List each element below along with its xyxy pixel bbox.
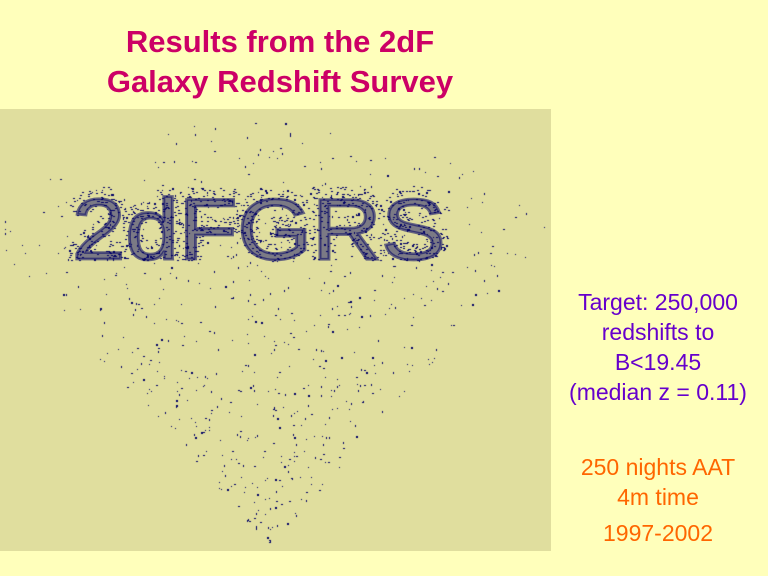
time-line-2: 4m time: [617, 484, 699, 510]
time-line-1: 250 nights AAT: [580, 454, 736, 480]
title-line-1: Results from the 2dF: [125, 24, 435, 59]
galaxy-survey-wedge-image: [0, 109, 551, 551]
years-text: 1997-2002: [603, 520, 713, 546]
target-line-2: redshifts to: [601, 319, 715, 345]
target-text: Target: 250,000 redshifts to B<19.45 (me…: [548, 287, 768, 407]
slide-title: Results from the 2dF Galaxy Redshift Sur…: [0, 22, 560, 102]
target-line-3: B<19.45: [614, 349, 702, 375]
time-text: 250 nights AAT 4m time 1997-2002: [548, 452, 768, 548]
target-line-1: Target: 250,000: [578, 289, 738, 315]
title-line-2: Galaxy Redshift Survey: [106, 64, 454, 99]
target-line-4: (median z = 0.11): [569, 379, 747, 405]
survey-image-label: 2dFGRS: [70, 181, 446, 278]
